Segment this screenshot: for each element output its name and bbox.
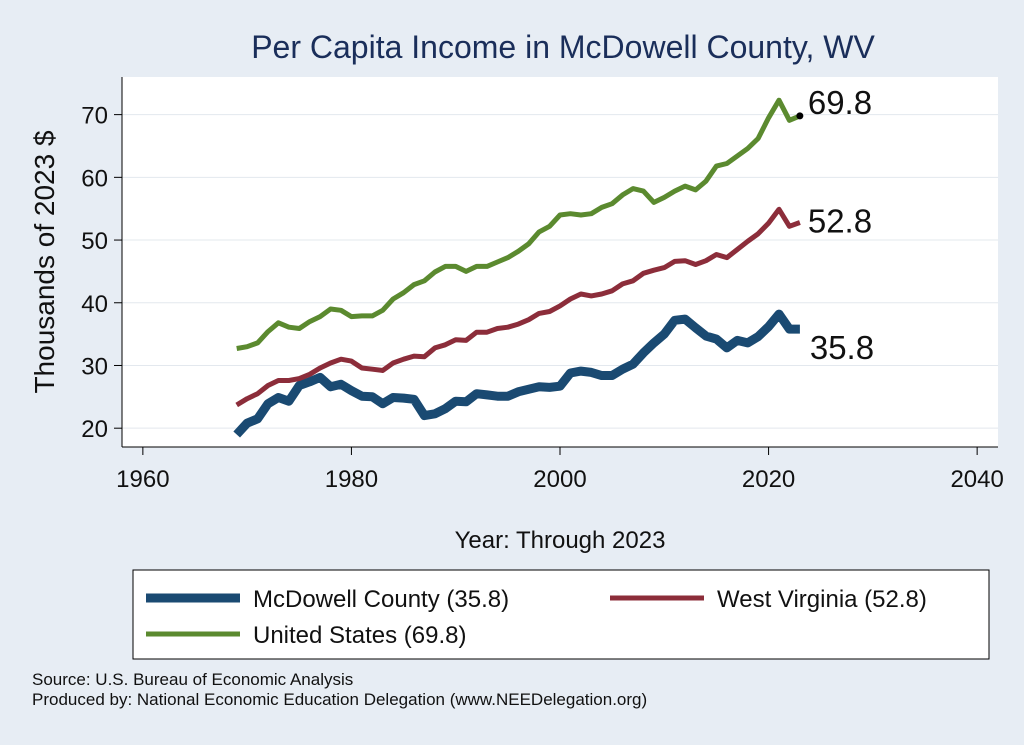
legend-label: West Virginia (52.8) [717, 586, 927, 613]
x-tick-label: 1980 [325, 466, 378, 493]
y-tick-label: 40 [81, 291, 108, 318]
y-tick-label: 60 [81, 165, 108, 192]
series-line [236, 97, 801, 351]
plot-area [122, 77, 998, 447]
legend-label: United States (69.8) [253, 622, 466, 649]
source-note: Source: U.S. Bureau of Economic Analysis [32, 670, 354, 689]
end-value-label: 35.8 [810, 329, 874, 366]
end-label-layer: 35.8 52.8 69.8 [796, 84, 874, 366]
x-tick-label: 2020 [742, 466, 795, 493]
y-axis-label: Thousands of 2023 $ [29, 130, 60, 394]
y-tick-label: 20 [81, 416, 108, 443]
end-value-label: 69.8 [808, 84, 872, 121]
legend: McDowell County (35.8) West Virginia (52.… [132, 569, 990, 660]
y-tick-label: 30 [81, 353, 108, 380]
legend-label: McDowell County (35.8) [253, 586, 509, 613]
y-tick-label: 50 [81, 228, 108, 255]
producer-note: Produced by: National Economic Education… [32, 690, 648, 709]
series-layer [233, 97, 801, 438]
legend-entries: McDowell County (35.8) West Virginia (52.… [146, 586, 927, 649]
grid-layer [122, 114, 998, 429]
x-tick-label: 1960 [116, 466, 169, 493]
legend-box [132, 569, 990, 660]
series-line [235, 206, 801, 408]
chart-title: Per Capita Income in McDowell County, WV [251, 29, 875, 65]
x-tick-label: 2040 [950, 466, 1003, 493]
series-line [233, 309, 800, 438]
end-value-label: 52.8 [808, 202, 872, 239]
x-axis-label: Year: Through 2023 [455, 527, 666, 554]
x-tick-label: 2000 [533, 466, 586, 493]
end-point-marker [796, 112, 804, 120]
axis-layer: 20 30 40 50 60 70 1960 1980 2000 2020 2040 [81, 77, 1004, 493]
y-tick-label: 70 [81, 103, 108, 130]
